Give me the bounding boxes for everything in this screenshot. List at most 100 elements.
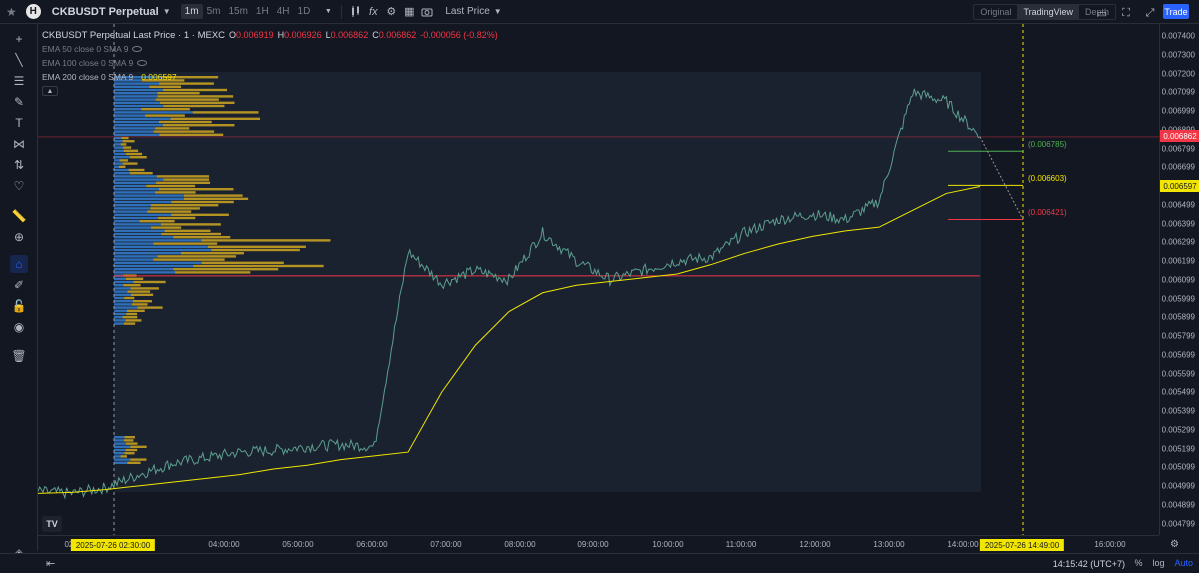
trade-button[interactable]: Trade xyxy=(1163,4,1189,19)
favorites-heart-icon[interactable]: ♡ xyxy=(13,179,25,193)
price-axis[interactable]: 0.004799 0.004899 0.004999 0.005099 0.005199… xyxy=(1159,24,1199,535)
volume-profile-bar-up xyxy=(114,92,158,95)
fib-retracement-icon[interactable]: ☰ xyxy=(13,74,25,88)
drawing-toolbar: + ╲ ☰ ✎ T ⋈ ⇅ ♡ 📏 ⊕ ⌂ ✐ 🔓 ◉ 🗑 ◈ xyxy=(0,24,38,560)
expand-icon[interactable]: ⤢ xyxy=(1145,6,1155,19)
volume-profile-bar-down xyxy=(207,245,306,248)
volume-profile-bar-up xyxy=(114,127,156,130)
chevron-down-icon: ▼ xyxy=(493,7,502,16)
volume-profile-bar-down xyxy=(157,95,234,98)
ema-200-value: 0.006597 xyxy=(141,72,177,82)
volume-profile-bar-down xyxy=(151,204,219,207)
volume-profile-bar-down xyxy=(125,277,144,280)
price-source-select[interactable]: Last Price ▼ xyxy=(440,0,506,24)
hidden-eye-icon[interactable] xyxy=(137,60,148,66)
symbol-selector[interactable]: CKBUSDT Perpetual ▼ xyxy=(47,0,176,24)
left-cursor-time-tag: 2025-07-26 02:30:00 xyxy=(70,539,156,551)
volume-profile-bar-up xyxy=(114,261,202,264)
timeframe-1d[interactable]: 1D xyxy=(297,6,311,17)
price-tick-label: 0.005399 xyxy=(1161,406,1195,416)
crosshair-icon[interactable]: + xyxy=(15,32,23,46)
volume-profile-bar-down xyxy=(122,140,135,143)
volume-profile-bar-up xyxy=(114,79,143,82)
legend-ema-100[interactable]: EMA 100 close 0 SMA 9 xyxy=(42,56,498,70)
fullscreen-icon[interactable]: ⛶ xyxy=(1122,6,1130,19)
brush-icon[interactable]: ✎ xyxy=(13,95,25,109)
timeframe-5m[interactable]: 5m xyxy=(206,6,221,17)
percent-scale-toggle[interactable]: % xyxy=(1134,558,1143,568)
volume-profile-bar-up xyxy=(114,146,124,149)
timeframe-group: 1m 5m 15m 1H 4H 1D xyxy=(176,0,320,24)
volume-profile-bar-down xyxy=(123,146,132,149)
ruler-icon[interactable]: 📏 xyxy=(11,209,27,223)
volume-profile-bar-down xyxy=(127,461,141,464)
volume-profile-bar-down xyxy=(126,152,143,156)
magnet-icon[interactable]: ⌂ xyxy=(10,255,28,273)
camera-icon[interactable] xyxy=(418,3,436,21)
volume-profile-bar-down xyxy=(161,232,221,236)
volume-profile-bar-up xyxy=(114,448,126,452)
lock-drawing-icon[interactable]: ✐ xyxy=(13,278,25,292)
price-tick-label: 0.005899 xyxy=(1161,312,1195,322)
volume-profile-bar-down xyxy=(139,220,175,223)
volume-profile-bar-down xyxy=(155,98,219,101)
trend-line-icon[interactable]: ╲ xyxy=(15,53,23,67)
timeframe-4h[interactable]: 4H xyxy=(276,6,290,17)
legend-ema-200[interactable]: EMA 200 close 0 SMA 9 0.006597 xyxy=(42,70,498,84)
price-chart[interactable] xyxy=(38,24,1159,535)
volume-profile-bar-up xyxy=(114,111,193,114)
price-tick-label: 0.005999 xyxy=(1161,294,1195,303)
volume-profile-bar-down xyxy=(157,92,200,95)
volume-profile-bar-up xyxy=(114,319,126,322)
timeframe-15m[interactable]: 15m xyxy=(228,6,248,17)
hidden-eye-icon[interactable] xyxy=(132,46,143,52)
indicators-icon[interactable]: fx xyxy=(369,5,378,18)
price-tick-label: 0.006399 xyxy=(1161,219,1195,228)
timeframe-1h[interactable]: 1H xyxy=(255,6,269,17)
prediction-icon[interactable]: ⇅ xyxy=(13,158,25,172)
lock-icon[interactable]: 🔓 xyxy=(11,299,27,313)
trash-icon[interactable]: 🗑 xyxy=(11,349,27,363)
volume-profile-bar-down xyxy=(163,178,210,181)
calendar-range-icon[interactable]: ⇤ xyxy=(46,558,56,570)
chart-pane[interactable] xyxy=(38,24,1159,535)
text-icon[interactable]: T xyxy=(15,116,23,130)
view-depth-button[interactable]: Depth xyxy=(1084,7,1109,17)
timeframe-1m[interactable]: 1m xyxy=(180,4,203,19)
view-original-button[interactable]: Original xyxy=(980,7,1012,17)
volume-profile-bar-down xyxy=(120,143,127,146)
volume-profile-bar-down xyxy=(183,194,243,197)
volume-profile-bar-down xyxy=(193,264,324,268)
volume-profile-bar-up xyxy=(114,216,159,220)
collapse-legend-chevron-up-icon[interactable]: ▲ xyxy=(42,86,58,96)
volume-profile-bar-down xyxy=(125,319,142,322)
volume-profile-bar-down xyxy=(137,306,163,309)
pattern-icon[interactable]: ⋈ xyxy=(13,137,25,151)
log-scale-toggle[interactable]: log xyxy=(1152,558,1165,568)
layout-grid-icon[interactable]: ▦ xyxy=(404,6,415,18)
legend-ema-50[interactable]: EMA 50 close 0 SMA 9 xyxy=(42,42,498,56)
volume-profile-bar-down xyxy=(130,445,147,448)
volume-profile-bar-up xyxy=(114,85,150,88)
volume-profile-bar-up xyxy=(114,280,134,284)
chevron-down-icon[interactable]: ▼ xyxy=(324,8,332,15)
eye-icon[interactable]: ◉ xyxy=(13,320,25,334)
chart-legend: CKBUSDT Perpetual Last Price · 1 · MEXC … xyxy=(42,28,498,96)
view-tradingview-button[interactable]: TradingView xyxy=(1017,5,1079,19)
candles-icon[interactable] xyxy=(346,3,364,21)
favorite-star-icon[interactable]: ★ xyxy=(6,4,17,19)
volume-profile-bar-down xyxy=(192,111,259,114)
price-tick-label: 0.005099 xyxy=(1161,462,1195,472)
zoom-in-icon[interactable]: ⊕ xyxy=(13,230,25,244)
clock-timezone[interactable]: 14:15:42 (UTC+7) xyxy=(1052,559,1125,569)
settings-gear-icon[interactable]: ⚙ xyxy=(386,6,397,18)
volume-profile-bar-up xyxy=(114,458,131,461)
volume-profile-bar-up xyxy=(114,108,142,111)
volume-profile-bar-down xyxy=(171,213,229,216)
ema-200-line xyxy=(38,186,981,494)
time-axis[interactable]: 16:00:00 14:00:00 13:00:00 12:00:00 11:00:00… xyxy=(38,535,1179,553)
volume-profile-bar-down xyxy=(121,136,129,140)
time-axis-settings-icon[interactable]: ⚙ xyxy=(1170,539,1179,550)
auto-scale-toggle[interactable]: Auto xyxy=(1174,558,1193,568)
layout-icon[interactable]: ▭ xyxy=(1096,7,1108,20)
